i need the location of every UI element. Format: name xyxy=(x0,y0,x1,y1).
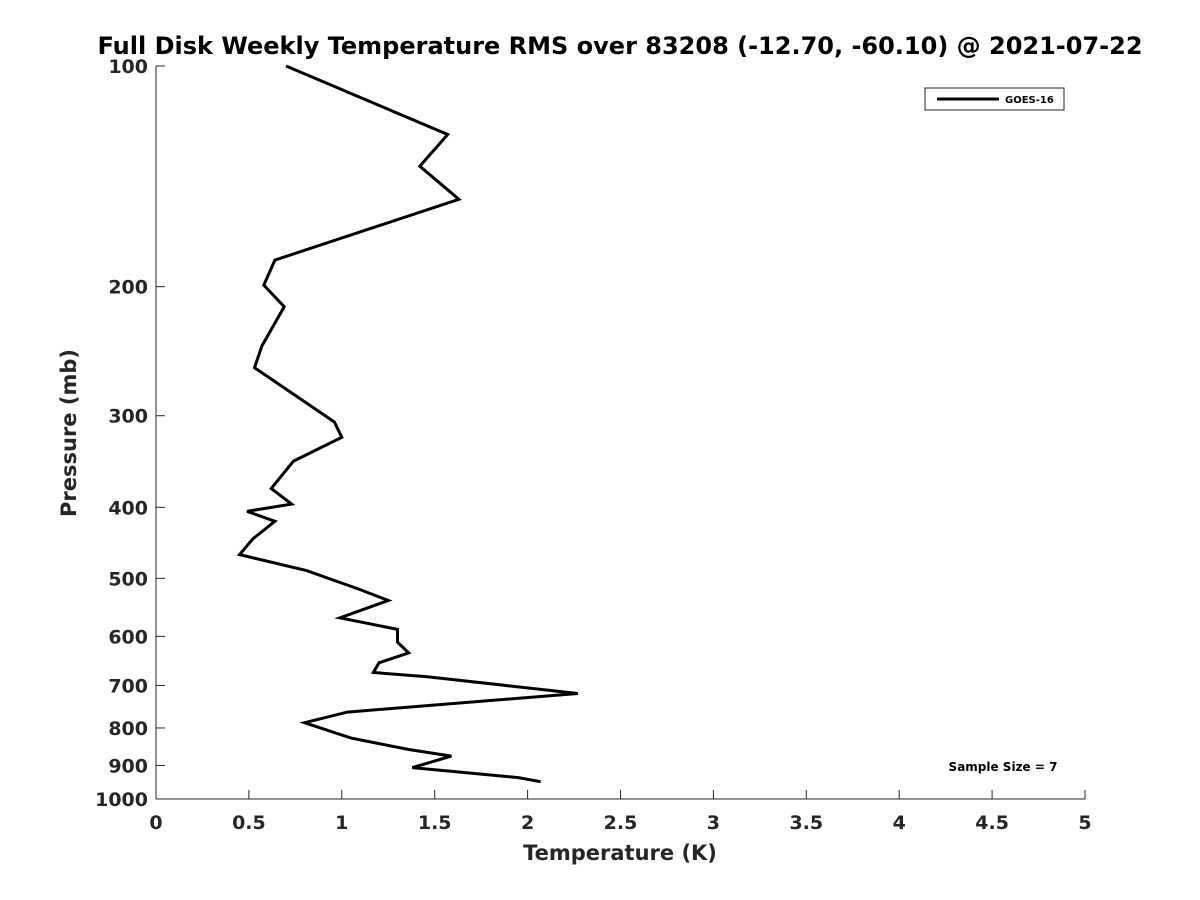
y-tick-label: 700 xyxy=(108,675,148,697)
x-tick-label: 2.5 xyxy=(604,812,638,834)
x-tick-label: 1 xyxy=(335,812,348,834)
x-tick-label: 4 xyxy=(893,812,906,834)
legend: GOES-16 xyxy=(924,87,1065,111)
y-tick-label: 100 xyxy=(108,56,148,78)
y-tick-label: 800 xyxy=(108,718,148,740)
x-tick-label: 3 xyxy=(707,812,720,834)
x-tick-label: 1.5 xyxy=(418,812,452,834)
legend-label-goes-16: GOES-16 xyxy=(1005,95,1054,106)
series-layer xyxy=(236,64,578,784)
y-tick-label: 500 xyxy=(108,568,148,590)
x-axis-label: Temperature (K) xyxy=(523,841,717,865)
y-tick-label: 900 xyxy=(108,755,148,777)
series-line-goes-16 xyxy=(236,64,578,784)
x-tick-label: 0.5 xyxy=(232,812,266,834)
x-axis: 0 0.5 1 1.5 2 2.5 3 3.5 4 4.5 5 xyxy=(149,790,1092,834)
y-axis: 100 200 300 400 500 600 700 800 900 1000 xyxy=(95,56,165,811)
y-tick-label: 200 xyxy=(108,277,148,299)
y-tick-label: 1000 xyxy=(95,789,148,811)
y-axis-label: Pressure (mb) xyxy=(57,349,81,517)
chart-title: Full Disk Weekly Temperature RMS over 83… xyxy=(97,32,1142,60)
x-tick-label: 3.5 xyxy=(789,812,823,834)
sample-size-annotation: Sample Size = 7 xyxy=(949,760,1058,774)
y-tick-label: 300 xyxy=(108,406,148,428)
x-tick-label: 4.5 xyxy=(975,812,1009,834)
y-tick-label: 400 xyxy=(108,497,148,519)
y-tick-label: 600 xyxy=(108,626,148,648)
x-tick-label: 0 xyxy=(149,812,162,834)
x-tick-label: 5 xyxy=(1078,812,1091,834)
x-tick-label: 2 xyxy=(521,812,534,834)
